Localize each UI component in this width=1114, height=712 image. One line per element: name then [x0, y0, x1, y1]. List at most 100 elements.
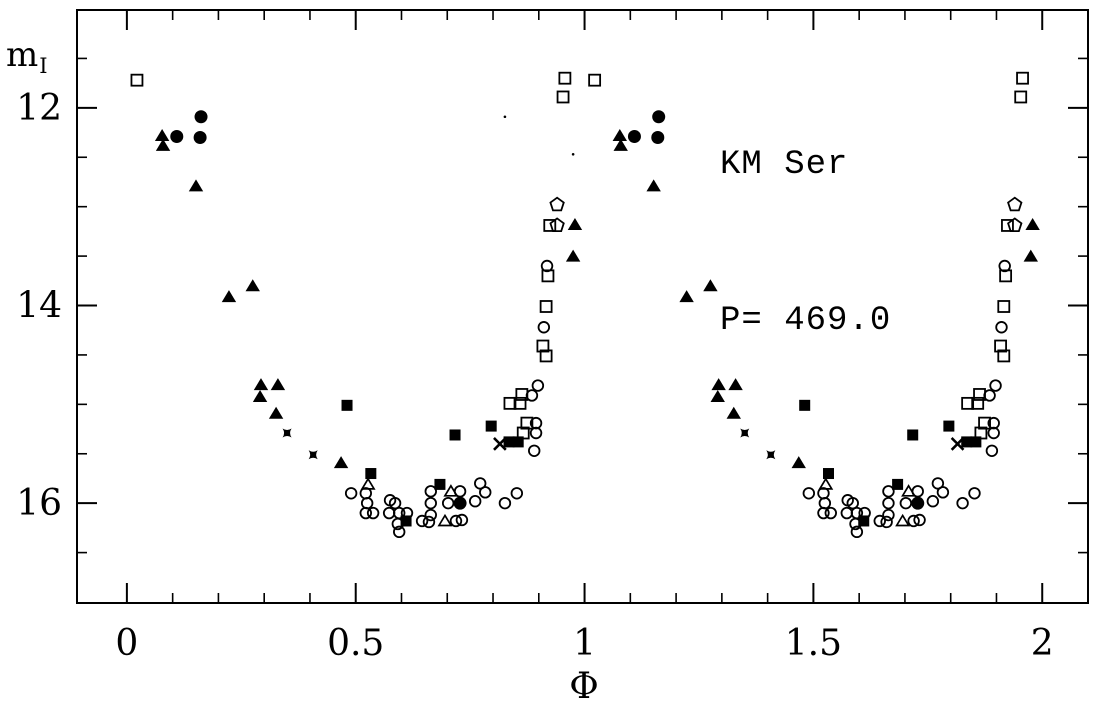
marker-filled-square — [512, 436, 524, 448]
marker-four-point-star — [766, 450, 776, 460]
marker-open-square — [558, 71, 572, 85]
marker-open-circle — [882, 496, 895, 510]
marker-open-square — [539, 300, 553, 313]
marker-open-circle — [995, 321, 1008, 334]
marker-open-pentagon — [549, 196, 565, 212]
marker-open-circle — [441, 496, 455, 510]
x-tick-label: 1 — [573, 623, 596, 664]
marker-open-circle — [531, 379, 545, 392]
marker-open-circle — [382, 506, 396, 520]
x-axis-label: Φ — [569, 666, 599, 707]
marker-filled-square — [892, 478, 904, 490]
marker-four-point-star — [282, 428, 292, 438]
marker-open-circle — [802, 487, 816, 500]
marker-open-circle — [360, 496, 374, 510]
marker-open-square — [130, 73, 144, 87]
marker-open-triangle — [437, 513, 453, 527]
marker-filled-triangle — [333, 456, 349, 469]
marker-filled-triangle — [728, 378, 743, 391]
marker-open-square — [971, 396, 985, 410]
marker-filled-triangle — [613, 138, 628, 151]
marker-filled-triangle — [711, 378, 726, 391]
marker-filled-triangle — [270, 378, 286, 391]
marker-filled-triangle — [791, 456, 806, 469]
marker-filled-triangle — [710, 389, 725, 402]
star-name-label: KM Ser — [720, 146, 849, 184]
marker-open-square — [539, 349, 553, 363]
marker-filled-square — [449, 429, 461, 441]
marker-filled-triangle — [221, 290, 237, 303]
marker-open-circle — [985, 444, 999, 457]
marker-open-triangle — [443, 484, 459, 497]
marker-filled-triangle — [679, 290, 694, 303]
marker-open-circle — [983, 389, 996, 402]
marker-open-square — [994, 339, 1007, 353]
marker-open-circle — [998, 259, 1011, 273]
marker-filled-triangle — [253, 378, 269, 391]
marker-open-circle — [366, 506, 380, 520]
marker-open-circle — [424, 508, 437, 522]
marker-filled-triangle — [188, 179, 204, 192]
marker-filled-triangle — [567, 217, 583, 230]
marker-open-circle — [449, 514, 463, 528]
marker-filled-square — [341, 399, 353, 411]
marker-open-square — [536, 339, 550, 353]
marker-open-pentagon — [549, 217, 565, 233]
y-tick-label: 12 — [16, 88, 62, 129]
y-axis-label-sub: I — [39, 54, 49, 78]
marker-open-circle — [899, 496, 913, 510]
marker-open-circle — [525, 389, 539, 402]
marker-open-circle — [529, 426, 543, 440]
marker-open-square — [503, 396, 517, 410]
marker-open-circle — [880, 515, 893, 529]
marker-filled-circle — [911, 496, 925, 510]
marker-open-circle — [468, 495, 482, 508]
marker-filled-square — [365, 468, 377, 480]
marker-filled-circle — [651, 130, 665, 144]
marker-open-circle — [424, 496, 437, 510]
marker-open-circle — [824, 506, 837, 520]
marker-open-circle — [858, 506, 871, 520]
plot-border — [76, 9, 1089, 604]
marker-filled-square — [822, 468, 834, 480]
marker-four-point-star — [740, 428, 750, 438]
y-tick-label: 16 — [16, 483, 62, 524]
marker-filled-triangle — [155, 138, 171, 151]
marker-open-square — [997, 349, 1011, 363]
marker-open-circle — [393, 525, 406, 539]
y-axis-label: mI — [6, 35, 49, 78]
marker-filled-square — [907, 429, 919, 441]
marker-open-square — [997, 300, 1011, 313]
marker-open-circle — [987, 426, 1000, 440]
marker-open-pentagon — [1007, 217, 1023, 233]
marker-open-circle — [840, 506, 854, 520]
marker-open-triangle — [360, 477, 376, 490]
marker-filled-circle — [453, 496, 467, 510]
marker-open-circle — [415, 514, 429, 528]
x-tick-label: 0.5 — [327, 623, 384, 664]
scan-speck — [503, 115, 507, 119]
marker-filled-square — [799, 399, 811, 411]
marker-open-circle — [510, 487, 524, 500]
marker-filled-triangle — [245, 279, 260, 292]
marker-filled-square — [970, 436, 982, 448]
marker-x-cross — [493, 437, 507, 451]
annotation-block: KM Ser P= 469.0 — [720, 35, 891, 451]
marker-open-circle — [498, 496, 512, 510]
marker-filled-triangle — [1023, 249, 1038, 262]
marker-open-circle — [540, 259, 554, 273]
x-tick-label: 1.5 — [785, 623, 842, 664]
marker-open-square — [978, 416, 991, 430]
marker-filled-triangle — [612, 129, 628, 142]
marker-open-circle — [479, 486, 492, 499]
marker-filled-triangle — [1025, 217, 1040, 230]
marker-open-circle — [956, 496, 969, 510]
marker-filled-triangle — [565, 249, 581, 262]
marker-open-circle — [873, 514, 886, 528]
marker-open-circle — [913, 513, 926, 527]
marker-open-square — [1001, 219, 1014, 232]
marker-open-circle — [936, 486, 950, 499]
marker-open-circle — [455, 513, 469, 527]
marker-open-square — [961, 396, 975, 410]
